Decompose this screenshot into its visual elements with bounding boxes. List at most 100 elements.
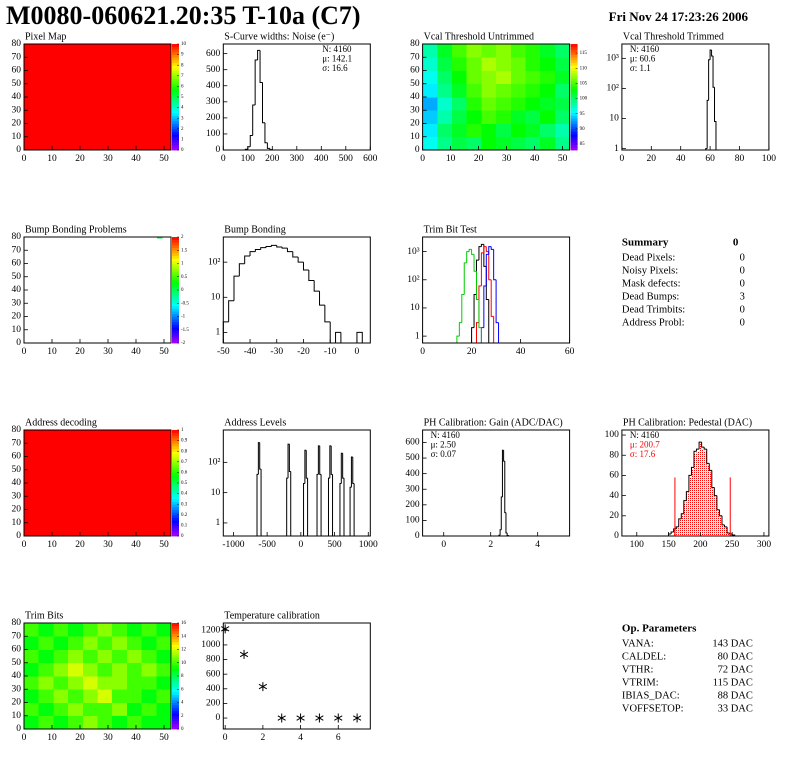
heat-cell <box>496 83 512 98</box>
y-tick-label: 50 <box>12 658 22 668</box>
y-tick-label: 10² <box>607 84 620 94</box>
hist-fill <box>727 532 730 536</box>
x-tick-label: -10 <box>324 347 337 357</box>
palette-band <box>570 89 578 93</box>
palette-band <box>172 123 179 127</box>
palette-band <box>172 477 179 481</box>
palette-label: 12 <box>181 648 187 653</box>
palette-band <box>172 723 179 727</box>
summary-value: 3 <box>740 291 745 302</box>
palette-band <box>172 702 179 706</box>
y-tick-label: 100 <box>206 129 221 139</box>
palette-band <box>172 646 179 650</box>
heat-cell <box>53 649 69 664</box>
palette-band <box>172 337 179 341</box>
palette-label: 0.2 <box>181 513 188 518</box>
palette-band <box>172 480 179 484</box>
palette-band <box>172 636 179 640</box>
palette-band <box>172 65 179 69</box>
heat-cell <box>38 689 54 703</box>
hist-bin <box>461 294 465 323</box>
palette-band <box>172 81 179 85</box>
palette-band <box>570 73 578 77</box>
heat-cell <box>82 623 98 637</box>
hist-bin <box>480 252 484 287</box>
x-tick-label: 20 <box>75 347 85 357</box>
palette-band <box>172 437 179 441</box>
heat-cell <box>466 83 482 98</box>
palette-band <box>172 83 179 87</box>
palette-label: 7 <box>181 74 184 79</box>
heat-cell <box>437 57 453 71</box>
hist-fill <box>704 451 707 536</box>
y-tick-label: 0 <box>415 531 420 541</box>
palette-band <box>570 75 578 79</box>
x-tick-label: 0 <box>22 733 27 743</box>
x-tick-label: 400 <box>314 154 329 164</box>
palette-band <box>172 694 179 698</box>
palette-band <box>570 120 578 124</box>
heat-cell <box>481 83 497 98</box>
palette-label: 5 <box>181 95 184 100</box>
palette-band <box>172 623 179 627</box>
heat-cell <box>496 136 512 151</box>
heat-cell <box>97 676 113 690</box>
palette-band <box>172 501 179 505</box>
x-tick-label: 0 <box>22 347 27 357</box>
palette-band <box>172 530 179 534</box>
heat-cell <box>540 123 556 138</box>
hist-bin <box>716 495 720 511</box>
op-label: CALDEL: <box>622 651 666 662</box>
heat-cell <box>466 44 482 58</box>
panel-title: Temperature calibration <box>224 610 320 621</box>
y-tick-label: 10³ <box>407 247 420 257</box>
hist-bin <box>714 87 717 150</box>
x-tick-label: 20 <box>75 540 85 550</box>
palette-label: -0.5 <box>181 301 189 306</box>
hist-bin <box>505 512 508 534</box>
palette-band <box>570 94 578 98</box>
y-tick-label: 10 <box>12 132 22 142</box>
y-tick-label: 400 <box>206 81 221 91</box>
heat-cell <box>437 83 453 98</box>
palette-band <box>172 475 179 479</box>
x-tick-label: 500 <box>327 540 342 550</box>
heat-cell <box>82 662 98 677</box>
palette-band <box>172 94 179 98</box>
palette-band <box>172 271 179 275</box>
hist-bin <box>711 49 714 57</box>
heat-cell <box>156 715 172 730</box>
heat-cell <box>540 97 556 111</box>
y-tick-label: 40 <box>609 491 619 501</box>
palette-band <box>172 525 179 529</box>
y-tick-label: 0 <box>216 713 221 723</box>
palette-band <box>172 710 179 714</box>
plot-frame <box>222 622 371 730</box>
y-tick-label: 0 <box>16 145 21 155</box>
heat-cell <box>525 97 541 111</box>
palette-band <box>172 89 179 93</box>
palette-band <box>172 287 179 291</box>
palette-label: -2 <box>181 341 186 346</box>
heat-cell <box>53 662 69 677</box>
hist-bin <box>297 257 304 263</box>
palette-label: 0.5 <box>181 275 188 280</box>
palette-band <box>172 252 179 256</box>
x-tick-label: 40 <box>516 347 526 357</box>
palette-band <box>172 472 179 476</box>
hist-fill <box>696 451 700 536</box>
y-tick-label: 60 <box>12 259 22 269</box>
y-tick-label: 20 <box>12 312 22 322</box>
x-tick-label: 0 <box>620 154 625 164</box>
x-tick-label: 0 <box>441 540 446 550</box>
palette-band <box>172 46 179 50</box>
palette-band <box>172 451 179 455</box>
x-tick-label: 0 <box>221 154 226 164</box>
heat-cell <box>141 689 157 703</box>
heat-cell <box>481 110 497 124</box>
palette-band <box>570 44 578 48</box>
y-tick-label: 10 <box>211 292 221 302</box>
palette-band <box>570 118 578 122</box>
y-tick-label: 20 <box>12 505 22 515</box>
heat-cell <box>525 136 541 151</box>
